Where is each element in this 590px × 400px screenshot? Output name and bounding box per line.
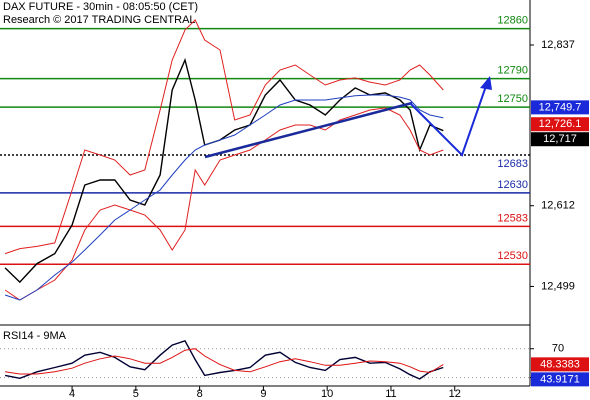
price-tag bbox=[531, 117, 589, 132]
x-tick-label: 11 bbox=[385, 388, 396, 400]
level-label: 12583 bbox=[497, 212, 528, 224]
arrow-head bbox=[480, 76, 492, 90]
price-tag bbox=[531, 357, 589, 372]
series-line bbox=[4, 107, 444, 301]
level-label: 12790 bbox=[497, 64, 528, 76]
x-tick-label: 12 bbox=[449, 388, 461, 400]
price-tag bbox=[531, 132, 589, 147]
level-label: 12683 bbox=[497, 158, 528, 170]
rsi-title: RSI14 - 9MA bbox=[3, 330, 67, 342]
level-label: 12630 bbox=[497, 179, 528, 191]
forecast-arrow bbox=[409, 85, 487, 157]
price-tag bbox=[531, 372, 589, 387]
price-tag-label: 48.3383 bbox=[540, 358, 580, 370]
chart-title: DAX FUTURE - 30min - 08:05:50 (CET) bbox=[3, 1, 198, 13]
series-line bbox=[4, 57, 444, 284]
price-tag-label: 12,717 bbox=[543, 133, 577, 145]
x-tick-label: 5 bbox=[133, 388, 139, 400]
level-label: 12750 bbox=[497, 93, 528, 105]
x-tick-label: 8 bbox=[197, 388, 203, 400]
price-tag-label: 12,749.7 bbox=[539, 101, 582, 113]
series-line bbox=[5, 348, 444, 375]
y-tick-label: 12,499 bbox=[541, 280, 575, 292]
level-label: 12530 bbox=[497, 250, 528, 262]
price-tag-label: 12,726.1 bbox=[539, 118, 582, 130]
x-tick-label: 10 bbox=[321, 388, 333, 400]
price-tag bbox=[531, 100, 589, 115]
y-tick-label: 12,837 bbox=[541, 39, 575, 51]
series-line bbox=[4, 339, 444, 380]
x-tick-label: 4 bbox=[69, 388, 75, 400]
chart-subtitle: Research © 2017 TRADING CENTRAL bbox=[3, 14, 196, 26]
trend-line bbox=[204, 101, 413, 159]
y-tick-label: 12,612 bbox=[541, 200, 575, 212]
series-line bbox=[4, 19, 444, 255]
price-tag-label: 43.9171 bbox=[540, 373, 580, 385]
y-tick-label: 70 bbox=[552, 343, 564, 355]
x-tick-label: 9 bbox=[260, 388, 266, 400]
series-line bbox=[4, 94, 444, 301]
level-label: 12860 bbox=[497, 14, 528, 26]
